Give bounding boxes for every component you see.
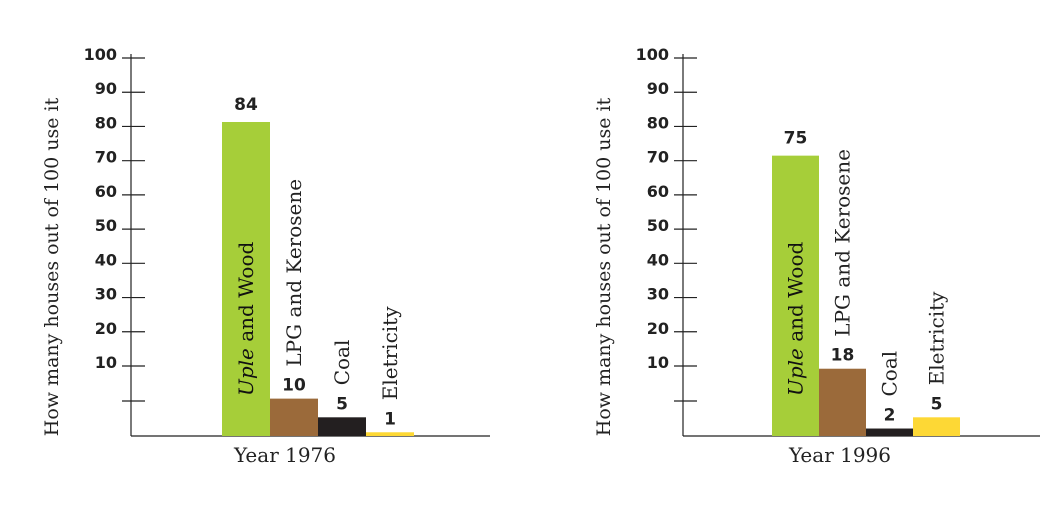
y-tick-label: 70 (647, 148, 669, 167)
bar (819, 368, 866, 436)
bar (772, 155, 819, 436)
y-tick-label: 90 (95, 79, 117, 98)
category-label: Eletricity (925, 291, 949, 385)
data-label: 2 (884, 406, 896, 426)
category-label-text: Eletricity (925, 291, 949, 385)
category-label-emphasis: Uple (234, 348, 258, 396)
data-label: 84 (234, 95, 258, 115)
bar (866, 428, 913, 436)
data-label: 1 (384, 409, 396, 429)
y-tick-label: 80 (647, 113, 669, 132)
y-tick-label: 50 (647, 216, 669, 235)
data-label: 10 (282, 376, 306, 396)
y-tick-label: 40 (95, 250, 117, 269)
y-tick-label: 80 (95, 113, 117, 132)
category-label: LPG and Kerosene (282, 179, 306, 367)
bar (318, 417, 366, 436)
category-label: LPG and Kerosene (831, 149, 855, 337)
category-label: Uple and Wood (784, 242, 808, 396)
y-tick-label: 60 (95, 182, 117, 201)
category-label: Coal (330, 340, 354, 386)
y-tick-label: 10 (647, 353, 669, 372)
category-label: Uple and Wood (234, 242, 258, 396)
bar (913, 417, 960, 436)
y-tick-label: 30 (95, 285, 117, 304)
category-label-text: LPG and Kerosene (831, 149, 855, 337)
y-tick-label: 70 (95, 148, 117, 167)
y-tick-label: 50 (95, 216, 117, 235)
category-label-emphasis: Uple (784, 348, 808, 396)
data-label: 18 (831, 346, 855, 366)
category-label-text: and Wood (784, 242, 808, 349)
category-label-text: Eletricity (378, 306, 402, 400)
y-tick-label: 40 (647, 250, 669, 269)
y-tick-label: 10 (95, 353, 117, 372)
category-label-text: LPG and Kerosene (282, 179, 306, 367)
bar (222, 122, 270, 436)
data-label: 5 (931, 394, 943, 414)
y-tick-label: 90 (647, 79, 669, 98)
category-label-text: and Wood (234, 242, 258, 349)
y-tick-label: 20 (95, 319, 117, 338)
data-label: 75 (784, 129, 808, 149)
category-label-text: Coal (878, 351, 902, 397)
chart-year-1976: 10 20 30 40 50 60 70 80 90 100 How many houses out… (41, 45, 490, 467)
x-axis-label: Year 1976 (233, 443, 336, 467)
y-axis-label: How many houses out of 100 use it (593, 97, 615, 436)
y-tick-label: 20 (647, 319, 669, 338)
y-tick-label: 100 (84, 45, 117, 64)
category-label: Eletricity (378, 306, 402, 400)
chart-year-1996: 10 20 30 40 50 60 70 80 90 100 How many houses out… (593, 45, 1040, 467)
bar (270, 398, 318, 436)
bar (366, 432, 414, 436)
y-tick-label: 60 (647, 182, 669, 201)
data-label: 5 (336, 394, 348, 414)
y-axis-label: How many houses out of 100 use it (41, 97, 63, 436)
category-label-text: Coal (330, 340, 354, 386)
y-tick-label: 30 (647, 285, 669, 304)
y-tick-label: 100 (636, 45, 669, 64)
category-label: Coal (878, 351, 902, 397)
x-axis-label: Year 1996 (788, 443, 891, 467)
